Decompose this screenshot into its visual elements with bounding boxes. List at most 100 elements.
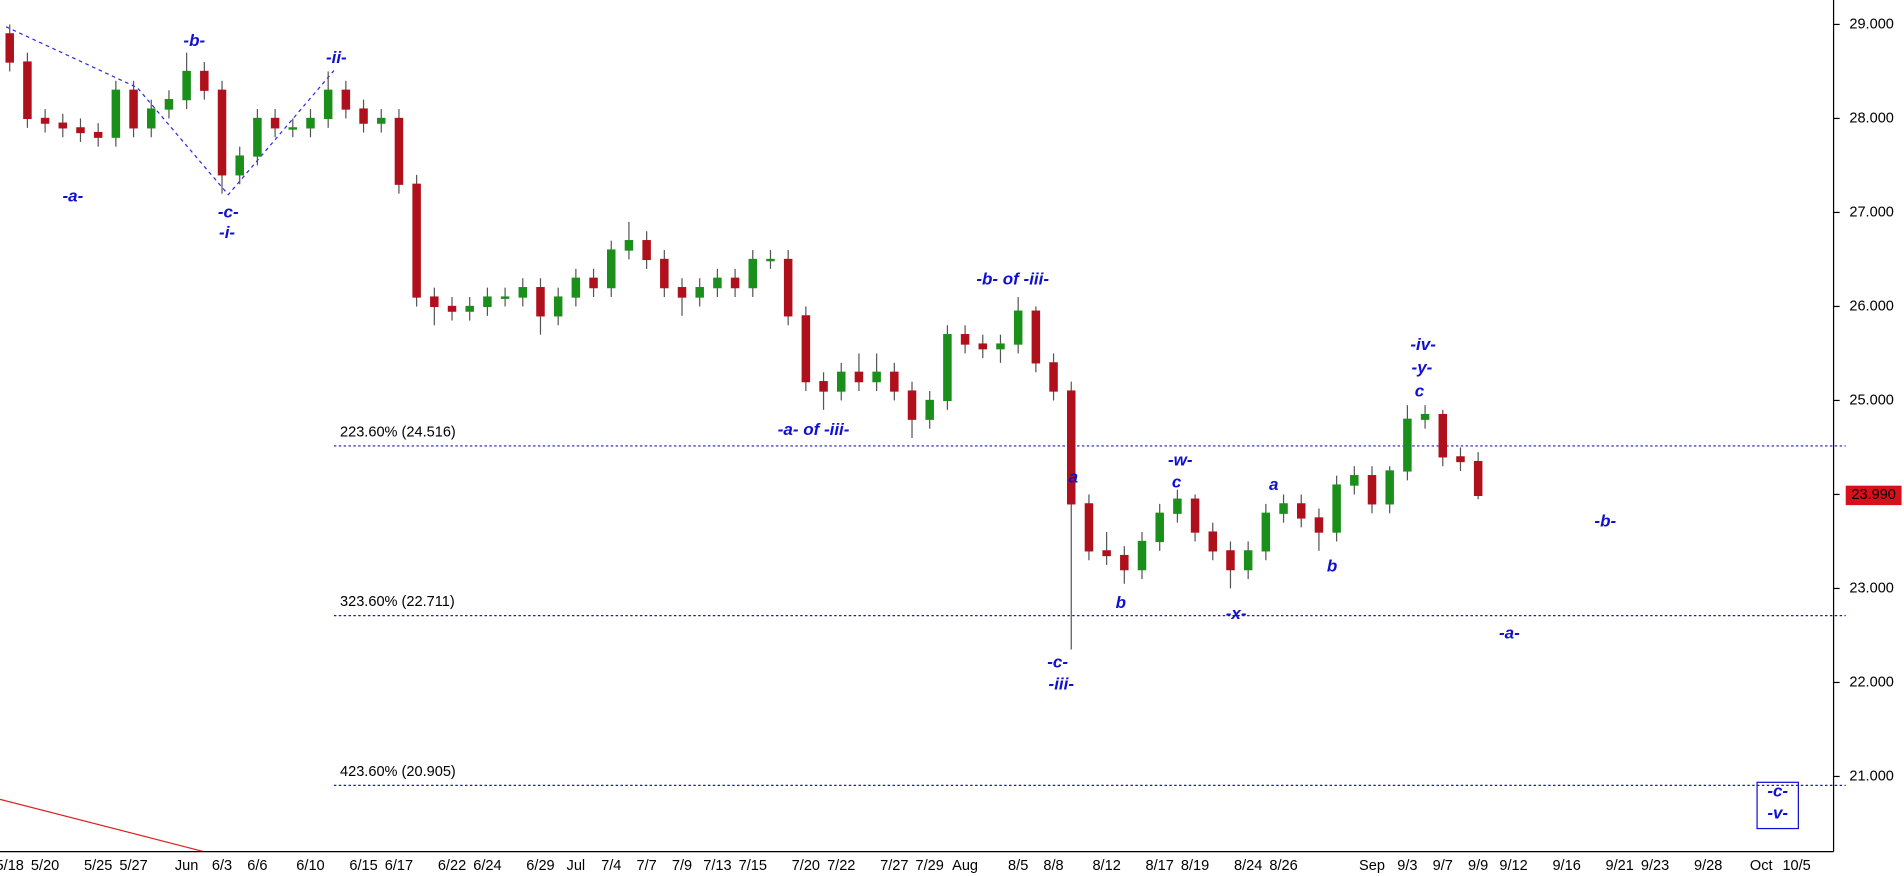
candle-body: [76, 127, 85, 134]
x-tick-label: 6/29: [526, 858, 554, 874]
wave-label: a: [1069, 468, 1078, 487]
y-tick-label: 26.000: [1849, 298, 1894, 314]
candle-body: [695, 287, 704, 298]
wave-label: -w-: [1168, 451, 1193, 470]
last-price-label: 23.990: [1851, 487, 1896, 503]
candle-body: [1084, 503, 1094, 552]
x-tick-label: 7/27: [880, 858, 908, 874]
x-tick-label: 7/7: [637, 858, 657, 874]
x-tick-label: 7/22: [827, 858, 855, 874]
y-tick-label: 28.000: [1849, 110, 1894, 126]
candle-body: [341, 89, 351, 110]
x-tick-label: 9/23: [1641, 858, 1669, 874]
wave-label: -y-: [1412, 358, 1433, 377]
x-tick-label: Jul: [567, 858, 586, 874]
candle-body: [1173, 498, 1182, 514]
wave-label: c: [1415, 381, 1425, 400]
candle-body: [1385, 470, 1394, 505]
x-tick-label: 8/8: [1043, 858, 1063, 874]
candle-body: [1350, 475, 1359, 486]
candle-body: [323, 89, 333, 120]
candle-body: [40, 117, 50, 124]
candle-body: [819, 381, 828, 392]
wave-label: a: [1269, 475, 1278, 494]
candle-body: [465, 305, 474, 312]
wave-label: -x-: [1226, 604, 1247, 623]
candle-body: [518, 287, 528, 298]
candle-body: [129, 89, 138, 129]
wave-label: -i-: [219, 223, 235, 242]
y-tick-label: 27.000: [1849, 204, 1894, 220]
candle-body: [58, 122, 68, 129]
x-tick-label: 9/28: [1694, 858, 1722, 874]
candle-body: [960, 334, 970, 345]
x-tick-label: 8/26: [1269, 858, 1297, 874]
x-tick-label: 7/4: [601, 858, 621, 874]
trendline: [0, 798, 205, 853]
candle-body: [200, 70, 209, 91]
candle-body: [730, 277, 740, 289]
x-tick-label: 5/27: [119, 858, 147, 874]
candle-body: [270, 117, 280, 129]
candle-body: [483, 296, 492, 308]
x-tick-label: Sep: [1359, 858, 1385, 874]
candle-body: [1456, 456, 1465, 463]
candle-body: [147, 108, 156, 129]
candle-body: [748, 258, 758, 289]
candle-body: [182, 70, 191, 101]
candle-body: [660, 258, 669, 289]
wave-label: -a- of -iii-: [778, 420, 850, 439]
x-tick-label: Aug: [952, 858, 978, 874]
wave-label: -a-: [1499, 623, 1520, 642]
candle-body: [500, 296, 510, 299]
candle-body: [1208, 531, 1218, 552]
wave-label: c: [1172, 473, 1182, 492]
candle-body: [1137, 540, 1147, 571]
fib-level-label: 223.60% (24.516): [340, 424, 456, 440]
x-tick-label: 9/16: [1552, 858, 1580, 874]
x-tick-label: 6/24: [473, 858, 501, 874]
candle-body: [217, 89, 227, 176]
wave-label: -ii-: [326, 48, 347, 67]
candle-body: [111, 89, 121, 138]
candle-body: [890, 371, 899, 392]
y-tick-label: 21.000: [1849, 768, 1894, 784]
candle-body: [642, 240, 651, 261]
candle-body: [978, 343, 988, 350]
x-tick-label: 5/20: [31, 858, 59, 874]
candle-body: [872, 371, 881, 383]
x-tick-label: 8/19: [1181, 858, 1209, 874]
x-tick-label: 8/5: [1008, 858, 1028, 874]
wave-label: -c-: [1767, 782, 1788, 801]
candle-body: [1438, 413, 1448, 458]
candle-body: [412, 183, 421, 298]
candle-body: [854, 371, 864, 383]
candle-body: [1102, 550, 1111, 557]
candle-body: [93, 131, 103, 138]
candle-body: [925, 399, 934, 420]
x-tick-label: 7/20: [792, 858, 820, 874]
candle-body: [943, 334, 952, 402]
x-tick-label: 10/5: [1782, 858, 1810, 874]
x-tick-label: 8/12: [1092, 858, 1120, 874]
x-tick-label: 9/12: [1499, 858, 1527, 874]
candle-body: [1420, 413, 1430, 420]
candle-body: [1049, 362, 1058, 392]
x-tick-label: Oct: [1750, 858, 1773, 874]
candle-body: [1013, 310, 1023, 345]
candle-body: [766, 258, 775, 262]
wave-label: -iv-: [1410, 335, 1436, 354]
x-tick-label: Jun: [175, 858, 198, 874]
wave-label: -v-: [1767, 803, 1788, 822]
candle-body: [1279, 503, 1288, 514]
x-tick-label: 6/3: [212, 858, 232, 874]
candle-body: [1296, 503, 1306, 519]
candle-body: [1155, 512, 1164, 543]
y-tick-label: 23.000: [1849, 580, 1894, 596]
candle-body: [164, 99, 174, 110]
candle-body: [1403, 418, 1412, 472]
candle-body: [394, 117, 404, 185]
candle-body: [376, 117, 386, 124]
x-tick-label: 7/9: [672, 858, 692, 874]
x-tick-label: 9/21: [1606, 858, 1634, 874]
